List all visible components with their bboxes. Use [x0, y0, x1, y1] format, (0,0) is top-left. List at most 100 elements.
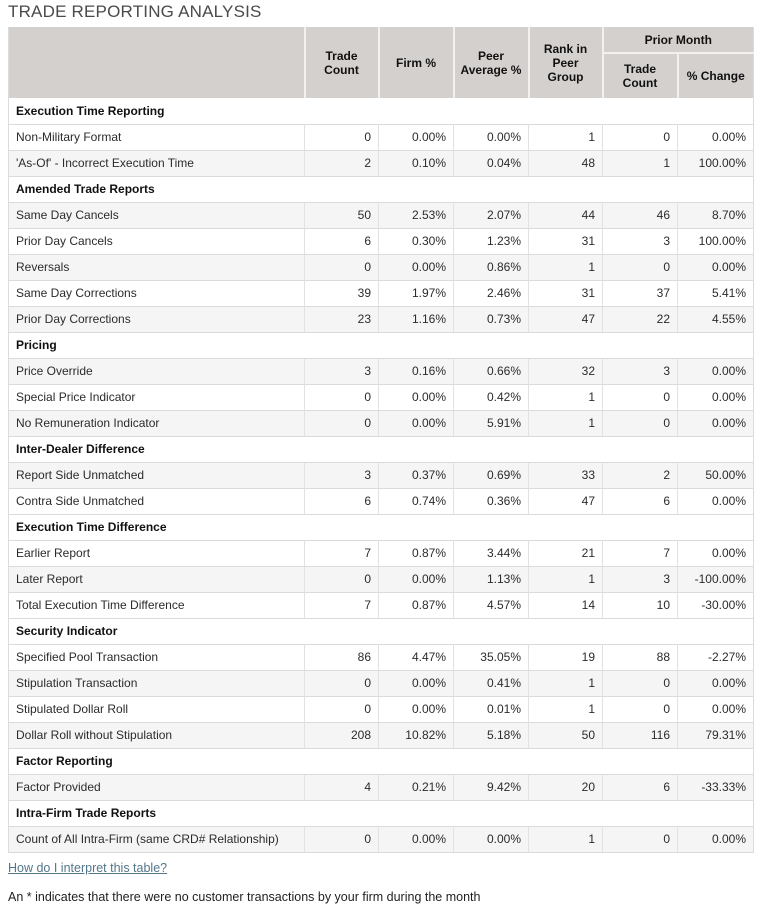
cell-value: -100.00%: [676, 566, 754, 593]
cell-value: 88: [602, 644, 678, 671]
cell-value: 3: [602, 228, 678, 255]
cell-value: 0.30%: [378, 228, 454, 255]
table-row: Price Override 3 0.16% 0.66% 32 3 0.00%: [8, 358, 754, 385]
cell-value: 3.44%: [453, 540, 529, 567]
cell-value: 0: [602, 254, 678, 281]
cell-value: 0.87%: [378, 540, 454, 567]
cell-value: 0.10%: [378, 150, 454, 177]
section-row: Execution Time Reporting: [8, 98, 754, 125]
header-trade-count: Trade Count: [303, 27, 379, 98]
cell-value: 33: [528, 462, 603, 489]
cell-value: 0.00%: [676, 670, 754, 697]
cell-value: 10: [602, 592, 678, 619]
row-label: Non-Military Format: [8, 124, 305, 151]
cell-value: 0.21%: [378, 774, 454, 801]
row-label: 'As-Of' - Incorrect Execution Time: [8, 150, 305, 177]
cell-value: 0: [602, 696, 678, 723]
table-body: Execution Time Reporting Non-Military For…: [8, 98, 754, 853]
cell-value: 4.55%: [676, 306, 754, 333]
header-row-label-spacer: [8, 27, 305, 98]
cell-value: 0.73%: [453, 306, 529, 333]
table-row: Specified Pool Transaction 86 4.47% 35.05% 1…: [8, 644, 754, 671]
cell-value: 0.87%: [378, 592, 454, 619]
cell-value: 0.00%: [676, 384, 754, 411]
table-row: Contra Side Unmatched 6 0.74% 0.36% 47 6 0.00%: [8, 488, 754, 515]
cell-value: 1: [528, 384, 603, 411]
cell-value: 79.31%: [676, 722, 754, 749]
section-row: Factor Reporting: [8, 748, 754, 775]
header-prior-month-pct-change: % Change: [676, 53, 754, 98]
cell-value: 0.86%: [453, 254, 529, 281]
cell-value: 0.37%: [378, 462, 454, 489]
header-prior-month-trade-count: Trade Count: [601, 53, 678, 98]
cell-value: 1: [602, 150, 678, 177]
cell-value: 37: [602, 280, 678, 307]
section-row: Execution Time Difference: [8, 514, 754, 541]
section-row: Intra-Firm Trade Reports: [8, 800, 754, 827]
table-row: Special Price Indicator 0 0.00% 0.42% 1 0 0.00…: [8, 384, 754, 411]
row-label: No Remuneration Indicator: [8, 410, 305, 437]
cell-value: 0.00%: [378, 384, 454, 411]
cell-value: 2: [602, 462, 678, 489]
cell-value: 7: [304, 540, 379, 567]
cell-value: 0.00%: [676, 540, 754, 567]
cell-value: 1.13%: [453, 566, 529, 593]
cell-value: -30.00%: [676, 592, 754, 619]
table-row: No Remuneration Indicator 0 0.00% 5.91% 1 0 0.…: [8, 410, 754, 437]
asterisk-footnote: An * indicates that there were no custom…: [8, 889, 481, 904]
cell-value: 86: [304, 644, 379, 671]
cell-value: 1: [528, 826, 603, 853]
table-row: Non-Military Format 0 0.00% 0.00% 1 0 0.00%: [8, 124, 754, 151]
cell-value: 0.04%: [453, 150, 529, 177]
cell-value: 4: [304, 774, 379, 801]
cell-value: 0.16%: [378, 358, 454, 385]
cell-value: 0.00%: [378, 410, 454, 437]
interpret-table-link[interactable]: How do I interpret this table?: [8, 860, 168, 875]
section-row: Security Indicator: [8, 618, 754, 645]
cell-value: 3: [304, 358, 379, 385]
cell-value: 0.00%: [676, 696, 754, 723]
row-label: Same Day Cancels: [8, 202, 305, 229]
cell-value: 208: [304, 722, 379, 749]
cell-value: 19: [528, 644, 603, 671]
cell-value: 0.00%: [378, 254, 454, 281]
section-row: Inter-Dealer Difference: [8, 436, 754, 463]
row-label: Prior Day Cancels: [8, 228, 305, 255]
row-label: Specified Pool Transaction: [8, 644, 305, 671]
cell-value: 0.00%: [453, 124, 529, 151]
section-title: Inter-Dealer Difference: [8, 436, 754, 463]
cell-value: 50: [304, 202, 379, 229]
cell-value: 3: [602, 566, 678, 593]
cell-value: 0: [304, 826, 379, 853]
cell-value: 1.23%: [453, 228, 529, 255]
table-row: Report Side Unmatched 3 0.37% 0.69% 33 2 50.00…: [8, 462, 754, 489]
cell-value: 21: [528, 540, 603, 567]
cell-value: 0.00%: [378, 124, 454, 151]
row-label: Later Report: [8, 566, 305, 593]
row-label: Stipulation Transaction: [8, 670, 305, 697]
cell-value: 0: [304, 254, 379, 281]
cell-value: 0.36%: [453, 488, 529, 515]
cell-value: 6: [304, 228, 379, 255]
cell-value: 14: [528, 592, 603, 619]
header-peer-average: Peer Average %: [452, 27, 529, 98]
cell-value: -33.33%: [676, 774, 754, 801]
table-row: Prior Day Cancels 6 0.30% 1.23% 31 3 100.00%: [8, 228, 754, 255]
section-title: Execution Time Reporting: [8, 98, 754, 125]
section-title: Pricing: [8, 332, 754, 359]
table-row: Same Day Corrections 39 1.97% 2.46% 31 37 5.41…: [8, 280, 754, 307]
table-row: Dollar Roll without Stipulation 208 10.82%…: [8, 722, 754, 749]
cell-value: 0.66%: [453, 358, 529, 385]
cell-value: 8.70%: [676, 202, 754, 229]
cell-value: 2.07%: [453, 202, 529, 229]
cell-value: 46: [602, 202, 678, 229]
cell-value: 1: [528, 670, 603, 697]
cell-value: 0: [602, 670, 678, 697]
cell-value: 6: [602, 774, 678, 801]
cell-value: 47: [528, 488, 603, 515]
cell-value: 3: [602, 358, 678, 385]
row-label: Earlier Report: [8, 540, 305, 567]
section-title: Intra-Firm Trade Reports: [8, 800, 754, 827]
cell-value: 1.97%: [378, 280, 454, 307]
cell-value: 0.74%: [378, 488, 454, 515]
